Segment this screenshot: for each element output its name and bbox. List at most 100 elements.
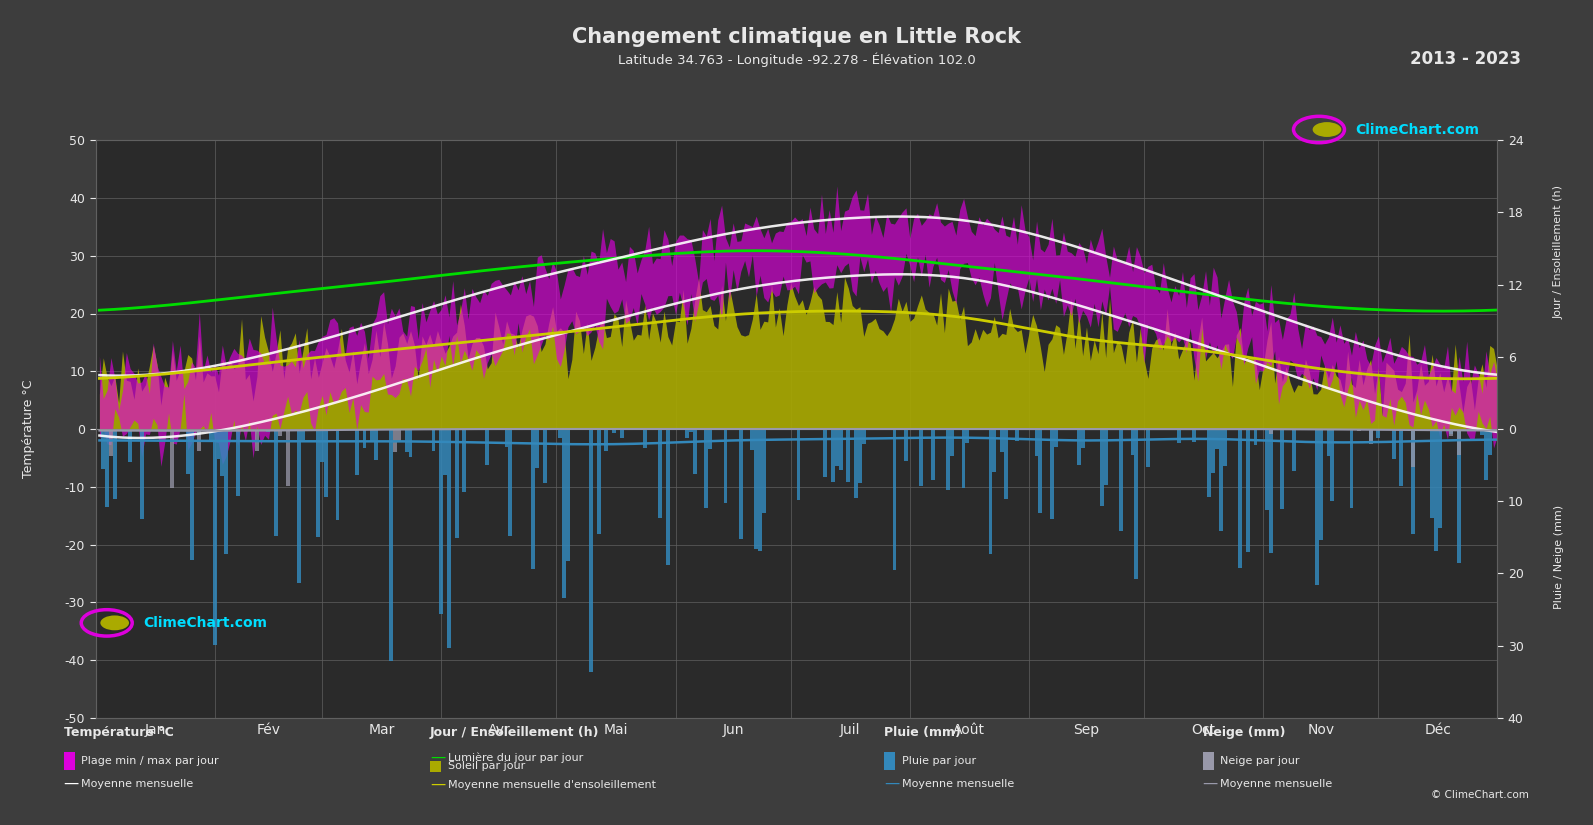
Text: Moyenne mensuelle: Moyenne mensuelle	[81, 779, 193, 789]
Bar	[186, 429, 190, 474]
Text: Jour / Ensoleillement (h): Jour / Ensoleillement (h)	[1553, 185, 1564, 318]
Bar	[562, 429, 566, 598]
Bar	[1265, 429, 1270, 511]
Bar	[370, 429, 374, 442]
Bar	[688, 429, 693, 432]
Bar	[589, 429, 593, 672]
Bar	[1238, 429, 1243, 568]
Bar	[1080, 429, 1085, 449]
Bar	[462, 429, 467, 492]
Bar	[1104, 429, 1107, 485]
Bar	[440, 429, 443, 614]
Bar	[739, 429, 742, 539]
Bar	[105, 429, 108, 507]
Bar	[1392, 429, 1395, 459]
Bar	[1292, 429, 1295, 471]
Bar	[992, 429, 996, 473]
Bar	[1488, 429, 1491, 455]
Bar	[1434, 429, 1438, 551]
Bar	[236, 429, 239, 497]
Text: Moyenne mensuelle: Moyenne mensuelle	[1220, 779, 1332, 789]
Bar	[532, 429, 535, 568]
Bar	[266, 429, 271, 432]
Text: Pluie / Neige (mm): Pluie / Neige (mm)	[1553, 505, 1564, 609]
Bar	[363, 429, 366, 448]
Bar	[796, 429, 800, 500]
Bar	[443, 429, 448, 474]
Bar	[597, 429, 601, 535]
Bar	[535, 429, 538, 469]
Text: Moyenne mensuelle d'ensoleillement: Moyenne mensuelle d'ensoleillement	[448, 780, 656, 790]
Bar	[1099, 429, 1104, 506]
Bar	[930, 429, 935, 480]
Text: Neige (mm): Neige (mm)	[1203, 726, 1286, 739]
Text: Plage min / max par jour: Plage min / max par jour	[81, 756, 218, 766]
Bar	[859, 429, 862, 483]
Bar	[127, 429, 132, 462]
Bar	[285, 429, 290, 486]
Bar	[432, 429, 435, 450]
Bar	[389, 429, 393, 662]
Bar	[397, 429, 401, 441]
Bar	[140, 429, 143, 520]
Bar	[170, 429, 174, 488]
Text: Pluie par jour: Pluie par jour	[902, 756, 977, 766]
Bar	[102, 429, 105, 469]
Bar	[1077, 429, 1080, 464]
Bar	[108, 429, 113, 456]
Bar	[508, 429, 513, 535]
Bar	[486, 429, 489, 465]
Bar	[1327, 429, 1330, 456]
Bar	[454, 429, 459, 538]
Bar	[205, 429, 209, 430]
Text: —: —	[64, 776, 80, 791]
Bar	[274, 429, 279, 536]
Bar	[298, 429, 301, 582]
Bar	[693, 429, 696, 474]
Bar	[1376, 429, 1380, 438]
Text: Latitude 34.763 - Longitude -92.278 - Élévation 102.0: Latitude 34.763 - Longitude -92.278 - Él…	[618, 52, 975, 67]
Text: 2013 - 2023: 2013 - 2023	[1410, 50, 1521, 68]
Bar	[336, 429, 339, 521]
Bar	[1055, 429, 1058, 447]
Bar	[846, 429, 851, 482]
Text: Pluie (mm): Pluie (mm)	[884, 726, 961, 739]
Bar	[559, 429, 562, 438]
Bar	[1270, 429, 1273, 434]
Bar	[255, 429, 258, 451]
Bar	[355, 429, 358, 475]
Bar	[1254, 429, 1257, 445]
Bar	[505, 429, 508, 447]
Bar	[1039, 429, 1042, 513]
Bar	[1368, 429, 1373, 444]
Bar	[1431, 429, 1434, 518]
Bar	[1458, 429, 1461, 563]
Bar	[1000, 429, 1004, 452]
Bar	[1458, 429, 1461, 455]
Bar	[113, 429, 116, 499]
Bar	[1357, 429, 1360, 431]
Bar	[301, 429, 304, 440]
Text: —: —	[1203, 776, 1219, 791]
Bar	[854, 429, 859, 498]
Bar	[761, 429, 766, 513]
Text: © ClimeChart.com: © ClimeChart.com	[1432, 790, 1529, 800]
Bar	[835, 429, 840, 466]
Bar	[1480, 429, 1485, 435]
Text: Température °C: Température °C	[22, 380, 35, 478]
Bar	[317, 429, 320, 537]
Bar	[225, 429, 228, 554]
Bar	[1192, 429, 1196, 442]
Bar	[374, 429, 378, 460]
Bar	[408, 429, 413, 457]
Bar	[220, 429, 225, 476]
Bar	[644, 429, 647, 448]
Bar	[1004, 429, 1008, 499]
Bar	[1120, 429, 1123, 531]
Bar	[1207, 429, 1211, 497]
Bar	[405, 429, 408, 452]
Text: Jour / Ensoleillement (h): Jour / Ensoleillement (h)	[430, 726, 599, 739]
Bar	[279, 429, 282, 436]
Bar	[840, 429, 843, 469]
Bar	[753, 429, 758, 549]
